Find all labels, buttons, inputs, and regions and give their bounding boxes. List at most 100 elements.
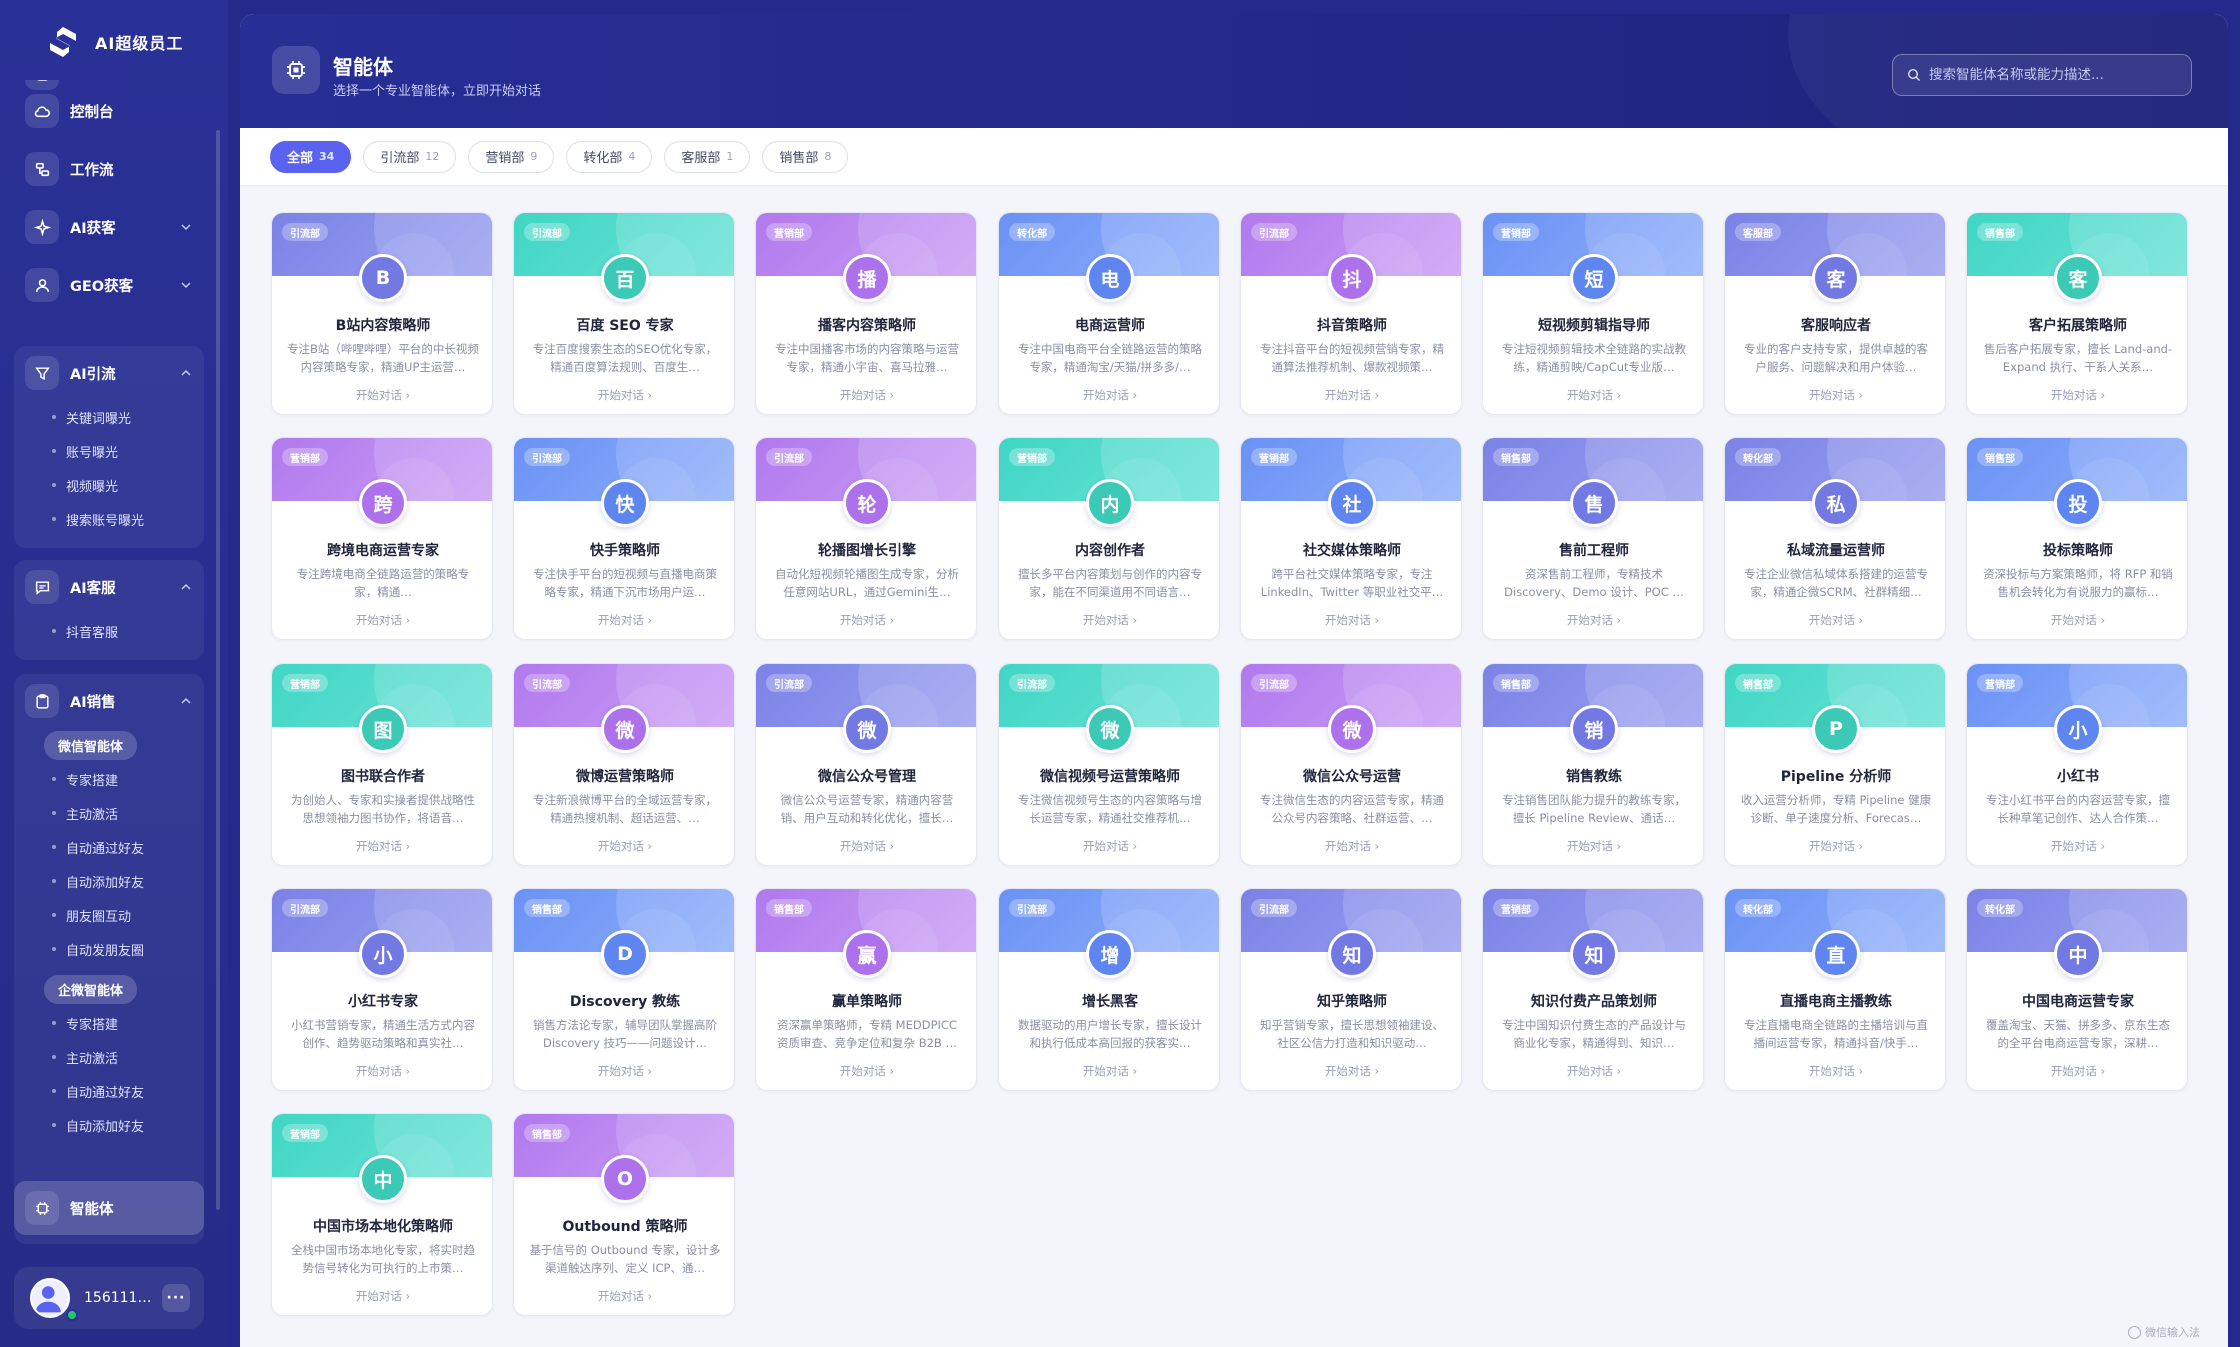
agent-card[interactable]: 营销部内内容创作者 擅长多平台内容策划与创作的内容专家，能在不同渠道用不同语言… 开… xyxy=(998,437,1220,640)
sidebar-item-agents[interactable]: 智能体 xyxy=(14,1181,204,1235)
sidebar-group-service-header[interactable]: AI客服 xyxy=(14,560,204,614)
start-chat-link[interactable]: 开始对话 › xyxy=(1324,388,1380,402)
start-chat-link[interactable]: 开始对话 › xyxy=(355,1064,411,1078)
tab-sales[interactable]: 销售部 8 xyxy=(762,140,849,173)
sidebar-subheader-wechat-agent[interactable]: 微信智能体 xyxy=(14,728,204,762)
sidebar-group-sales-header[interactable]: AI销售 xyxy=(14,674,204,728)
sidebar-subitem-video-exposure[interactable]: 视频曝光 xyxy=(14,468,204,502)
search-input[interactable] xyxy=(1929,67,2179,83)
agent-card[interactable]: 营销部图图书联合作者 为创始人、专家和实操者提供战略性思想领袖力图书协作，将语音…… xyxy=(271,663,493,866)
start-chat-link[interactable]: 开始对话 › xyxy=(1082,613,1138,627)
sidebar-subitem-account-exposure[interactable]: 账号曝光 xyxy=(14,434,204,468)
agent-card[interactable]: 转化部直直播电商主播教练 专注直播电商全链路的主播培训与直播间运营专家，精通抖音/… xyxy=(1724,888,1946,1091)
avatar[interactable] xyxy=(30,1278,70,1318)
tab-all[interactable]: 全部 34 xyxy=(270,140,352,173)
agent-card[interactable]: 引流部增增长黑客 数据驱动的用户增长专家，擅长设计和执行低成本高回报的获客实… 开始… xyxy=(998,888,1220,1091)
agent-card[interactable]: 转化部中中国电商运营专家 覆盖淘宝、天猫、拼多多、京东生态的全平台电商运营专家，深… xyxy=(1966,888,2188,1091)
start-chat-link[interactable]: 开始对话 › xyxy=(1808,388,1864,402)
agent-card[interactable]: 引流部 B B站内容策略师 专注B站（哔哩哔哩）平台的中长视频内容策略专家，精通UP主… xyxy=(271,212,493,415)
start-chat-link[interactable]: 开始对话 › xyxy=(597,388,653,402)
start-chat-link[interactable]: 开始对话 › xyxy=(839,1064,895,1078)
agent-card[interactable]: 营销部播播客内容策略师 专注中国播客市场的内容策略与运营专家，精通小宇宙、喜马拉雅… xyxy=(755,212,977,415)
agent-card[interactable]: 营销部中中国市场本地化策略师 全栈中国市场本地化专家，将实时趋势信号转化为可执行的… xyxy=(271,1113,493,1316)
more-options-button[interactable]: ··· xyxy=(162,1284,190,1312)
agent-card[interactable]: 转化部电电商运营师 专注中国电商平台全链路运营的策略专家，精通淘宝/天猫/拼多多/… xyxy=(998,212,1220,415)
agent-card[interactable]: 营销部社社交媒体策略师 跨平台社交媒体策略专家，专注 LinkedIn、Twitt… xyxy=(1240,437,1462,640)
agent-card[interactable]: 销售部 O Outbound 策略师 基于信号的 Outbound 专家，设计多渠道触… xyxy=(513,1113,735,1316)
agent-card[interactable]: 引流部小小红书专家 小红书营销专家，精通生活方式内容创作、趋势驱动策略和真实社… 开… xyxy=(271,888,493,1091)
sidebar-subitem-wecom-auto-add[interactable]: 自动添加好友 xyxy=(14,1108,204,1142)
sidebar-item-hidden[interactable] xyxy=(14,80,204,100)
agent-card[interactable]: 营销部跨跨境电商运营专家 专注跨境电商全链路运营的策略专家，精通… 开始对话 › xyxy=(271,437,493,640)
sidebar-item-geo-acquire[interactable]: GEO获客 xyxy=(14,258,204,312)
search-box[interactable] xyxy=(1892,54,2192,96)
start-chat-link[interactable]: 开始对话 › xyxy=(839,388,895,402)
sidebar-subitem-wechat-auto-add[interactable]: 自动添加好友 xyxy=(14,864,204,898)
agent-card[interactable]: 转化部私私域流量运营师 专注企业微信私域体系搭建的运营专家，精通企微SCRM、社群… xyxy=(1724,437,1946,640)
agent-card[interactable]: 营销部短短视频剪辑指导师 专注短视频剪辑技术全链路的实战教练，精通剪映/CapCu… xyxy=(1482,212,1704,415)
start-chat-link[interactable]: 开始对话 › xyxy=(2050,1064,2106,1078)
start-chat-link[interactable]: 开始对话 › xyxy=(355,839,411,853)
start-chat-link[interactable]: 开始对话 › xyxy=(2050,388,2106,402)
sidebar-subitem-wecom-expert[interactable]: 专家搭建 xyxy=(14,1006,204,1040)
sidebar-scrollbar[interactable] xyxy=(216,130,220,1210)
sidebar-subitem-douyin-service[interactable]: 抖音客服 xyxy=(14,614,204,648)
sidebar-subitem-wechat-expert[interactable]: 专家搭建 xyxy=(14,762,204,796)
start-chat-link[interactable]: 开始对话 › xyxy=(1082,388,1138,402)
agent-card[interactable]: 引流部快快手策略师 专注快手平台的短视频与直播电商策略专家，精通下沉市场用户运… 开… xyxy=(513,437,735,640)
start-chat-link[interactable]: 开始对话 › xyxy=(1808,613,1864,627)
agent-card[interactable]: 引流部微微信视频号运营策略师 专注微信视频号生态的内容策略与增长运营专家，精通社交… xyxy=(998,663,1220,866)
sidebar-subitem-wecom-auto-accept[interactable]: 自动通过好友 xyxy=(14,1074,204,1108)
sidebar-subheader-wecom-agent[interactable]: 企微智能体 xyxy=(14,972,204,1006)
tab-service[interactable]: 客服部 1 xyxy=(664,140,751,173)
agent-card[interactable]: 引流部抖抖音策略师 专注抖音平台的短视频营销专家，精通算法推荐机制、爆款视频策… 开… xyxy=(1240,212,1462,415)
start-chat-link[interactable]: 开始对话 › xyxy=(1808,1064,1864,1078)
user-card[interactable]: 1561112… ··· xyxy=(14,1267,204,1329)
start-chat-link[interactable]: 开始对话 › xyxy=(597,613,653,627)
sidebar-subitem-search-account-exposure[interactable]: 搜索账号曝光 xyxy=(14,502,204,536)
agent-card[interactable]: 引流部知知乎策略师 知乎营销专家，擅长思想领袖建设、社区公信力打造和知识驱动… 开始… xyxy=(1240,888,1462,1091)
agent-card[interactable]: 引流部微微博运营策略师 专注新浪微博平台的全域运营专家，精通热搜机制、超话运营、…… xyxy=(513,663,735,866)
agent-card[interactable]: 销售部投投标策略师 资深投标与方案策略师，将 RFP 和销售机会转化为有说服力的赢… xyxy=(1966,437,2188,640)
agent-card[interactable]: 销售部售售前工程师 资深售前工程师，专精技术 Discovery、Demo 设计、… xyxy=(1482,437,1704,640)
start-chat-link[interactable]: 开始对话 › xyxy=(1324,839,1380,853)
sidebar-subitem-wecom-activate[interactable]: 主动激活 xyxy=(14,1040,204,1074)
agent-card[interactable]: 营销部小小红书 专注小红书平台的内容运营专家，擅长种草笔记创作、达人合作策… 开始对… xyxy=(1966,663,2188,866)
sidebar-subitem-wechat-auto-accept[interactable]: 自动通过好友 xyxy=(14,830,204,864)
start-chat-link[interactable]: 开始对话 › xyxy=(1082,1064,1138,1078)
start-chat-link[interactable]: 开始对话 › xyxy=(1566,388,1622,402)
agent-card[interactable]: 引流部轮轮播图增长引擎 自动化短视频轮播图生成专家，分析任意网站URL，通过Gem… xyxy=(755,437,977,640)
sidebar-subitem-wechat-moments-interact[interactable]: 朋友圈互动 xyxy=(14,898,204,932)
agent-card[interactable]: 销售部销销售教练 专注销售团队能力提升的教练专家，擅长 Pipeline Revi… xyxy=(1482,663,1704,866)
start-chat-link[interactable]: 开始对话 › xyxy=(2050,839,2106,853)
start-chat-link[interactable]: 开始对话 › xyxy=(1566,1064,1622,1078)
start-chat-link[interactable]: 开始对话 › xyxy=(1566,839,1622,853)
tab-marketing[interactable]: 营销部 9 xyxy=(468,140,555,173)
agent-card[interactable]: 营销部知知识付费产品策划师 专注中国知识付费生态的产品设计与商业化专家，精通得到、… xyxy=(1482,888,1704,1091)
sidebar-subitem-wechat-auto-moments[interactable]: 自动发朋友圈 xyxy=(14,932,204,966)
agent-card[interactable]: 销售部客客户拓展策略师 售后客户拓展专家，擅长 Land-and-Expand 执… xyxy=(1966,212,2188,415)
agent-card[interactable]: 引流部微微信公众号运营 专注微信生态的内容运营专家，精通公众号内容策略、社群运营、… xyxy=(1240,663,1462,866)
sidebar-subitem-wechat-activate[interactable]: 主动激活 xyxy=(14,796,204,830)
agent-card[interactable]: 客服部客客服响应者 专业的客户支持专家，提供卓越的客户服务、问题解决和用户体验… 开… xyxy=(1724,212,1946,415)
start-chat-link[interactable]: 开始对话 › xyxy=(1808,839,1864,853)
app-logo[interactable]: AI超级员工 xyxy=(45,20,183,64)
agent-card[interactable]: 销售部赢赢单策略师 资深赢单策略师，专精 MEDDPICC 资质审查、竞争定位和复… xyxy=(755,888,977,1091)
start-chat-link[interactable]: 开始对话 › xyxy=(1566,613,1622,627)
sidebar-group-traffic-header[interactable]: AI引流 xyxy=(14,346,204,400)
tab-traffic[interactable]: 引流部 12 xyxy=(363,140,457,173)
start-chat-link[interactable]: 开始对话 › xyxy=(1324,613,1380,627)
sidebar-subitem-keyword-exposure[interactable]: 关键词曝光 xyxy=(14,400,204,434)
start-chat-link[interactable]: 开始对话 › xyxy=(597,1289,653,1303)
tab-conversion[interactable]: 转化部 4 xyxy=(566,140,653,173)
start-chat-link[interactable]: 开始对话 › xyxy=(355,388,411,402)
sidebar-item-dashboard[interactable]: 控制台 xyxy=(14,84,204,138)
start-chat-link[interactable]: 开始对话 › xyxy=(597,1064,653,1078)
start-chat-link[interactable]: 开始对话 › xyxy=(597,839,653,853)
start-chat-link[interactable]: 开始对话 › xyxy=(1082,839,1138,853)
agent-card[interactable]: 引流部微微信公众号管理 微信公众号运营专家，精通内容营销、用户互动和转化优化，擅长… xyxy=(755,663,977,866)
start-chat-link[interactable]: 开始对话 › xyxy=(839,839,895,853)
start-chat-link[interactable]: 开始对话 › xyxy=(1324,1064,1380,1078)
agent-card[interactable]: 引流部百百度 SEO 专家 专注百度搜索生态的SEO优化专家，精通百度算法规则、百… xyxy=(513,212,735,415)
agent-card[interactable]: 销售部 D Discovery 教练 销售方法论专家，辅导团队掌握高阶 Discove… xyxy=(513,888,735,1091)
